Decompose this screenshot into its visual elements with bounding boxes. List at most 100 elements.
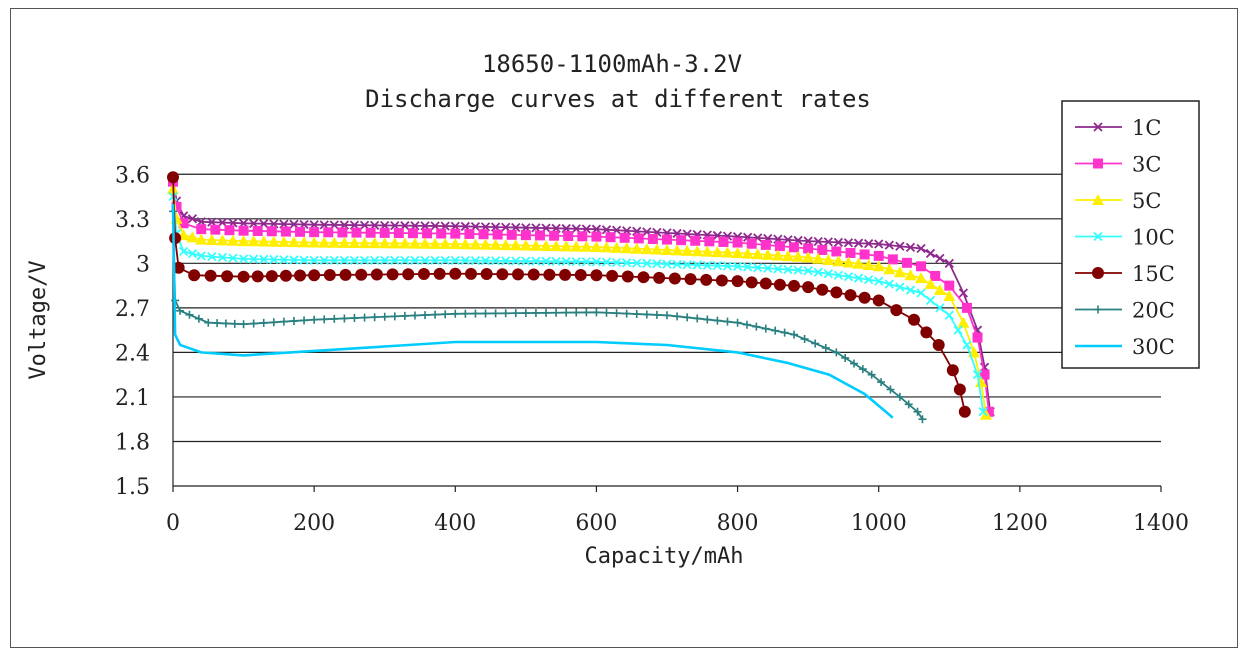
data-point	[925, 248, 936, 259]
data-point	[957, 316, 970, 328]
data-point	[521, 309, 530, 318]
x-tick-label: 1000	[851, 511, 907, 536]
data-point	[461, 309, 470, 318]
data-point	[506, 229, 517, 240]
chart-title: 18650-1100mAh-3.2V	[482, 50, 742, 78]
data-point	[813, 236, 823, 247]
data-point	[884, 240, 894, 250]
data-point	[280, 226, 291, 237]
data-point	[691, 245, 704, 257]
data-point	[251, 270, 264, 283]
data-point	[690, 235, 701, 246]
data-point	[953, 325, 963, 335]
legend-marker	[1093, 231, 1103, 242]
data-point	[924, 278, 937, 290]
data-point	[800, 335, 809, 344]
y-axis-label: Voltage/V	[26, 260, 51, 379]
data-point	[188, 269, 201, 282]
series-layer	[167, 171, 995, 424]
data-point	[230, 319, 239, 328]
data-point	[842, 256, 855, 268]
data-point	[501, 256, 511, 266]
data-point	[759, 277, 772, 290]
grid-layer	[172, 172, 1162, 492]
data-point	[386, 268, 399, 281]
chart-subtitle: Discharge curves at different rates	[365, 85, 871, 113]
legend-label: 10C	[1132, 226, 1175, 250]
data-point	[187, 214, 198, 224]
data-point	[499, 239, 512, 251]
data-point	[221, 319, 230, 328]
data-point	[478, 229, 489, 240]
data-point	[489, 238, 502, 250]
data-point	[512, 268, 525, 281]
data-point	[850, 359, 859, 368]
data-point	[932, 338, 945, 351]
data-point	[944, 310, 954, 320]
y-tick-label: 2.7	[115, 297, 150, 322]
data-point	[619, 232, 630, 243]
data-point	[916, 261, 927, 272]
data-point	[450, 255, 460, 266]
legend-label: 1C	[1132, 116, 1161, 140]
data-point	[310, 315, 319, 324]
data-point	[330, 314, 339, 323]
data-point	[490, 256, 501, 266]
data-point	[647, 233, 658, 244]
data-point	[606, 269, 619, 282]
data-point	[792, 250, 805, 262]
data-point	[867, 370, 876, 379]
data-point	[746, 238, 757, 249]
y-tick-label: 2.4	[115, 341, 150, 366]
data-point	[469, 238, 482, 250]
x-tick-label: 0	[166, 511, 180, 536]
data-point	[479, 238, 492, 250]
data-point	[440, 255, 450, 266]
data-point	[519, 239, 532, 251]
data-point	[862, 259, 875, 271]
data-point	[930, 270, 941, 281]
data-point	[430, 255, 440, 266]
data-point	[883, 263, 896, 275]
data-point	[287, 236, 300, 248]
data-point	[637, 271, 650, 284]
data-point	[450, 228, 461, 239]
data-point	[540, 239, 553, 251]
data-point	[833, 270, 844, 280]
data-point	[591, 231, 602, 242]
data-point	[731, 275, 744, 288]
data-point	[816, 283, 829, 296]
data-point	[480, 256, 491, 266]
data-point	[561, 256, 571, 267]
data-point	[543, 268, 556, 281]
data-point	[582, 308, 591, 317]
data-point	[632, 310, 641, 319]
data-point	[873, 250, 884, 261]
legend-label: 5C	[1132, 189, 1161, 213]
data-point	[592, 308, 601, 317]
data-point	[832, 348, 841, 357]
data-point	[419, 237, 432, 249]
data-point	[853, 273, 864, 283]
data-point	[663, 311, 671, 320]
data-point	[378, 237, 391, 249]
data-point	[886, 385, 895, 394]
data-point	[803, 266, 813, 276]
data-point	[601, 257, 612, 267]
data-point	[400, 255, 410, 266]
legend-label: 20C	[1132, 299, 1175, 323]
data-point	[845, 247, 856, 258]
data-point	[289, 255, 299, 265]
data-point	[580, 240, 593, 252]
data-point	[459, 238, 472, 250]
data-point	[979, 369, 990, 380]
data-point	[925, 295, 936, 306]
data-point	[207, 252, 217, 262]
series-30C	[171, 203, 894, 419]
data-point	[417, 268, 430, 281]
data-point	[471, 309, 480, 318]
data-point	[877, 378, 886, 387]
data-point	[591, 257, 602, 267]
data-point	[169, 232, 182, 245]
data-point	[887, 254, 898, 265]
